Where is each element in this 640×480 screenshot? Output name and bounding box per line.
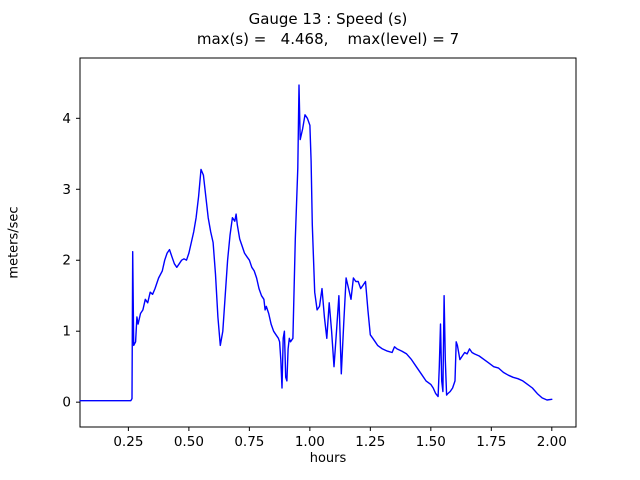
x-tick-label: 1.75: [476, 434, 506, 450]
x-tick-label: 2.00: [537, 434, 567, 450]
chart-title: Gauge 13 : Speed (s): [248, 10, 408, 28]
x-tick-label: 1.25: [355, 434, 385, 450]
x-tick-label: 0.25: [113, 434, 143, 450]
y-tick-label: 3: [62, 182, 71, 198]
x-tick-label: 1.50: [416, 434, 446, 450]
x-tick-label: 0.50: [174, 434, 204, 450]
x-tick-label: 1.00: [295, 434, 325, 450]
y-tick-label: 2: [62, 253, 71, 269]
speed-line: [79, 84, 553, 402]
y-tick-label: 1: [62, 324, 71, 340]
x-axis-label: hours: [309, 451, 347, 466]
y-tick-label: 0: [62, 395, 71, 411]
chart-subtitle: max(s) = 4.468, max(level) = 7: [196, 30, 460, 48]
x-tick-label: 0.75: [234, 434, 264, 450]
axes-box: [79, 57, 577, 428]
y-tick-label: 4: [62, 111, 71, 127]
